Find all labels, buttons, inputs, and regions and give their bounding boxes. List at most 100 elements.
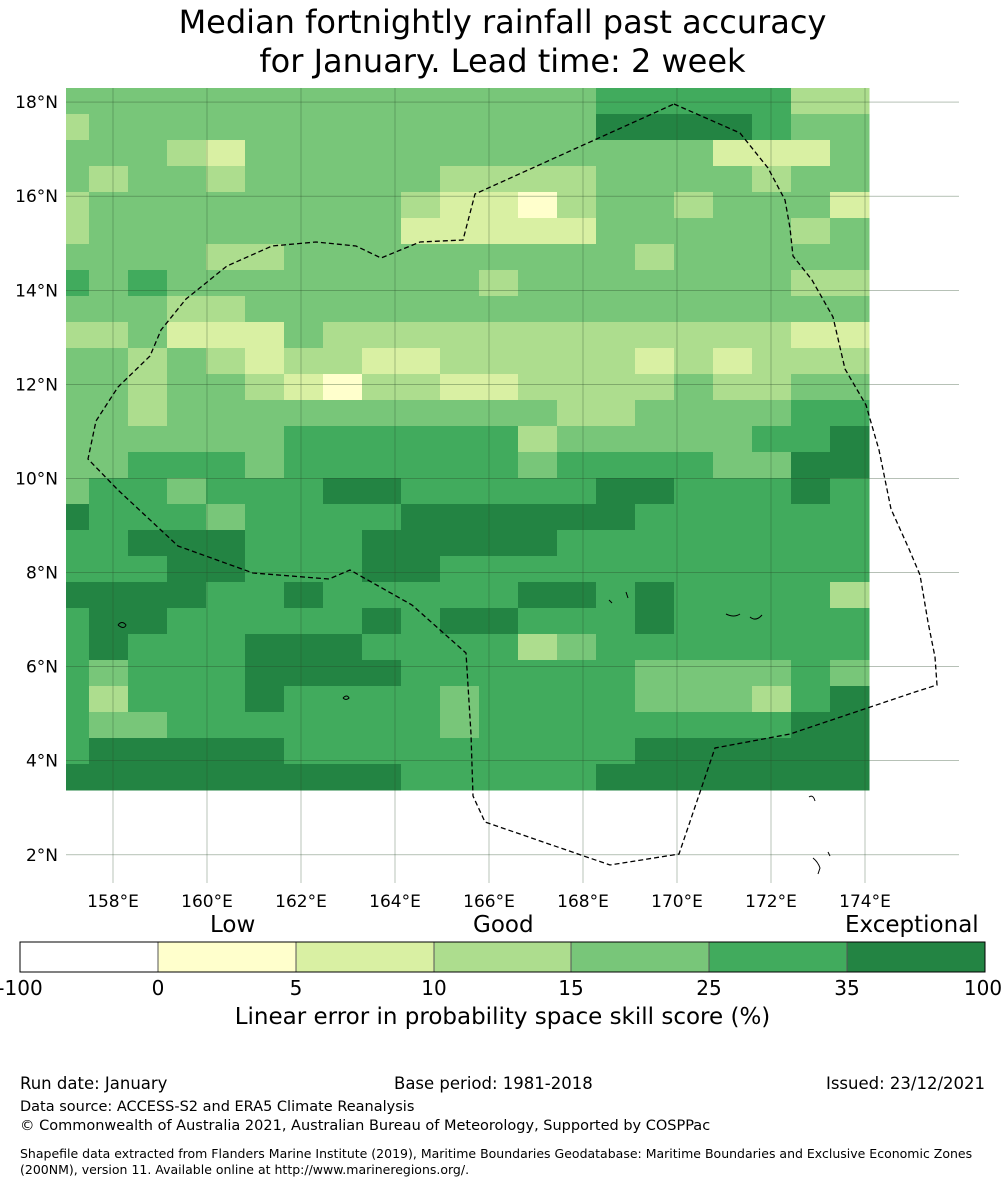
grid-cell: [245, 218, 285, 245]
lat-tick-label: 4°N: [26, 752, 58, 772]
grid-cell: [791, 88, 831, 115]
grid-cell: [674, 530, 714, 557]
grid-cell: [401, 608, 441, 635]
grid-cell: [479, 296, 519, 323]
grid-cell: [401, 634, 441, 661]
grid-cell: [401, 556, 441, 583]
grid-cell: [830, 556, 870, 583]
grid-cell: [752, 582, 792, 609]
grid-cell: [66, 686, 90, 713]
grid-cell: [245, 270, 285, 297]
grid-cell: [752, 530, 792, 557]
grid-cell: [557, 556, 597, 583]
grid-cell: [206, 296, 246, 323]
colorbar-tick: 10: [421, 976, 447, 1000]
grid-cell: [830, 348, 870, 375]
map-title-line-2: for January. Lead time: 2 week: [259, 42, 746, 80]
grid-cell: [713, 114, 753, 141]
grid-cell: [713, 504, 753, 531]
grid-cell: [479, 556, 519, 583]
grid-cell: [713, 270, 753, 297]
grid-cell: [518, 374, 558, 401]
grid-cell: [167, 452, 207, 479]
grid-cell: [323, 556, 363, 583]
grid-cell: [596, 218, 636, 245]
grid-cell: [401, 88, 441, 115]
grid-cell: [362, 608, 402, 635]
grid-cell: [167, 582, 207, 609]
grid-cell: [89, 270, 129, 297]
grid-cell: [830, 426, 870, 453]
grid-cell: [440, 556, 480, 583]
grid-cell: [830, 738, 870, 765]
grid-cell: [557, 296, 597, 323]
grid-cell: [362, 504, 402, 531]
grid-cell: [167, 556, 207, 583]
lon-tick-label: 158°E: [87, 892, 139, 912]
lon-tick-label: 164°E: [369, 892, 421, 912]
grid-cell: [479, 764, 519, 791]
grid-cell: [401, 114, 441, 141]
grid-cell: [791, 296, 831, 323]
colorbar-tick: 100: [963, 976, 1003, 1000]
grid-cell: [635, 634, 675, 661]
grid-cell: [479, 608, 519, 635]
grid-cell: [206, 452, 246, 479]
lon-tick-label: 172°E: [745, 892, 797, 912]
grid-cell: [440, 478, 480, 505]
grid-cell: [635, 218, 675, 245]
grid-cell: [596, 140, 636, 167]
grid-cell: [557, 608, 597, 635]
grid-cell: [401, 504, 441, 531]
grid-cell: [362, 244, 402, 271]
grid-cell: [89, 166, 129, 193]
colorbar-segment: [295, 941, 435, 973]
issued-date: Issued: 23/12/2021: [825, 1074, 985, 1093]
grid-cell: [752, 504, 792, 531]
grid-cell: [518, 244, 558, 271]
grid-cell: [167, 660, 207, 687]
grid-cell: [89, 452, 129, 479]
grid-cell: [674, 348, 714, 375]
grid-cell: [752, 478, 792, 505]
grid-cell: [440, 504, 480, 531]
grid-cell: [245, 504, 285, 531]
grid-cell: [401, 166, 441, 193]
grid-cell: [440, 686, 480, 713]
grid-cell: [635, 166, 675, 193]
colorbar-tick: 0: [151, 976, 165, 1000]
grid-cell: [830, 582, 870, 609]
grid-cell: [284, 712, 324, 739]
grid-cell: [830, 296, 870, 323]
grid-cell: [596, 556, 636, 583]
grid-cell: [128, 556, 168, 583]
grid-cell: [830, 478, 870, 505]
grid-cell: [128, 738, 168, 765]
grid-cell: [206, 374, 246, 401]
grid-cell: [518, 764, 558, 791]
grid-cell: [635, 556, 675, 583]
grid-cell: [752, 686, 792, 713]
grid-cell: [752, 348, 792, 375]
grid-cell: [752, 556, 792, 583]
grid-cell: [596, 348, 636, 375]
grid-cell: [245, 426, 285, 453]
grid-cell: [791, 582, 831, 609]
grid-cell: [674, 140, 714, 167]
grid-cell: [206, 530, 246, 557]
grid-cell: [635, 426, 675, 453]
grid-cell: [362, 660, 402, 687]
grid-cell: [362, 114, 402, 141]
grid-cell: [713, 478, 753, 505]
data-source: Data source: ACCESS-S2 and ERA5 Climate …: [20, 1099, 415, 1115]
grid-cell: [284, 374, 324, 401]
grid-cell: [596, 400, 636, 427]
grid-cell: [245, 582, 285, 609]
grid-cell: [89, 712, 129, 739]
grid-cell: [206, 244, 246, 271]
grid-cell: [674, 244, 714, 271]
grid-cell: [89, 140, 129, 167]
grid-cell: [167, 712, 207, 739]
grid-cell: [596, 660, 636, 687]
grid-cell: [89, 582, 129, 609]
